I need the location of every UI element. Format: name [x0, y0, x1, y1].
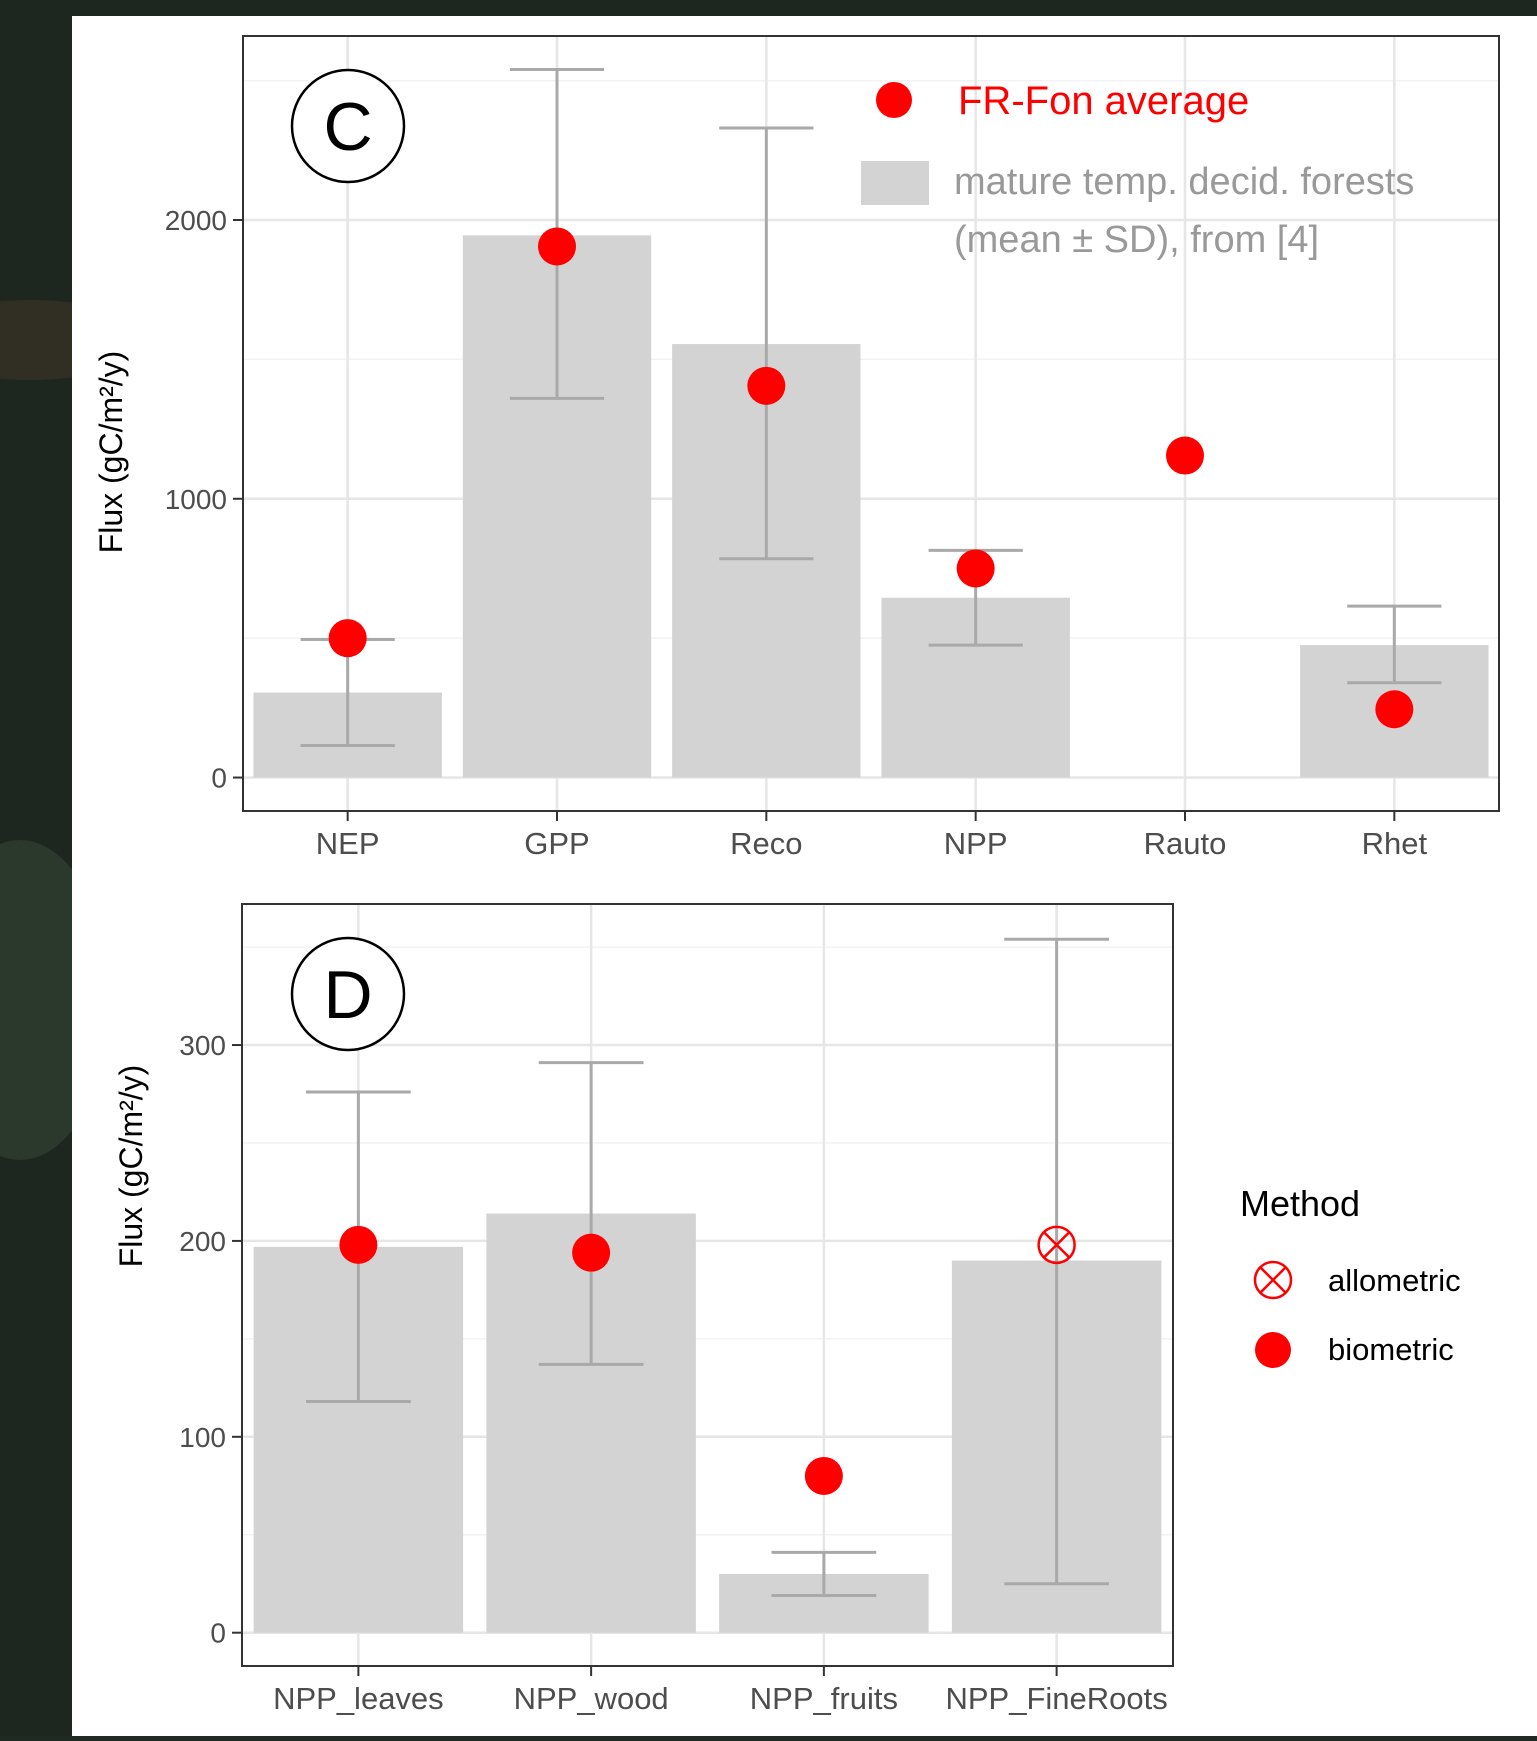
chart-panel-c: 0 1000 2000 NEP GPP Reco NPP Rauto Rhet Flux (gC…	[72, 16, 1537, 886]
legend-d: Method allometric biometric	[1240, 1183, 1461, 1368]
chart-d-svg: 0 100 200 300 NPP_leaves NPP_wood NPP_fruits NP…	[113, 903, 1461, 1716]
x-tick-label: NEP	[316, 826, 380, 861]
svg-text:D: D	[323, 957, 372, 1033]
y-axis-label: Flux (gC/m²/y)	[113, 1065, 149, 1268]
x-tick-label: Rhet	[1362, 826, 1428, 861]
legend-c: FR-Fon average mature temp. decid. fores…	[861, 79, 1414, 261]
y-tick-label: 300	[179, 1030, 226, 1061]
x-tick-label: NPP_FineRoots	[945, 1681, 1167, 1716]
y-tick-label: 1000	[165, 484, 227, 515]
point-npp	[956, 549, 995, 588]
legend-title-method: Method	[1240, 1183, 1360, 1224]
chart-c-svg: 0 1000 2000 NEP GPP Reco NPP Rauto Rhet Flux (gC…	[93, 35, 1500, 861]
circle-x-stroke	[1043, 1231, 1071, 1259]
plot-frame	[242, 35, 1500, 812]
legend-label-mature-forests: mature temp. decid. forests	[954, 161, 1414, 203]
point-rhet	[1375, 690, 1414, 729]
point-reco	[747, 366, 786, 405]
y-tick-label: 0	[211, 763, 227, 794]
circle-x-ring	[1253, 1260, 1293, 1300]
y-tick-label: 0	[210, 1618, 226, 1649]
plot-frame	[241, 903, 1174, 1667]
x-tick-label: NPP_fruits	[750, 1681, 898, 1716]
legend-allometric-icon	[1253, 1260, 1293, 1300]
chart-panel-d: 0 100 200 300 NPP_leaves NPP_wood NPP_fruits NP…	[72, 886, 1537, 1736]
legend-label-biometric: biometric	[1328, 1332, 1454, 1367]
point-npp-wood	[572, 1233, 611, 1272]
errorbar-npp-wood	[538, 1061, 644, 1366]
errorbar-npp-fruits	[771, 1550, 877, 1597]
legend-biometric-swatch	[1255, 1332, 1291, 1368]
errorbar-rhet	[1347, 604, 1442, 685]
point-npp-fruits	[804, 1456, 843, 1495]
y-tick-label: 100	[179, 1422, 226, 1453]
errorbar-npp-fineroots	[1004, 937, 1109, 1586]
x-tick-label: Rauto	[1144, 826, 1227, 861]
point-allometric-npp-fineroots	[1037, 1225, 1076, 1265]
legend-label-fr-fon: FR-Fon average	[958, 79, 1249, 123]
point-gpp	[538, 227, 576, 266]
x-tick-label: NPP_leaves	[273, 1681, 444, 1716]
y-tick-label: 200	[179, 1226, 226, 1257]
panel-label-c: C	[290, 68, 406, 184]
legend-point-swatch	[876, 82, 912, 118]
y-tick-label: 2000	[165, 205, 227, 236]
point-rauto	[1166, 436, 1204, 475]
point-npp-leaves	[339, 1225, 378, 1264]
legend-label-allometric: allometric	[1328, 1263, 1461, 1298]
circle-x-ring	[1037, 1225, 1076, 1265]
y-axis-label: Flux (gC/m²/y)	[93, 351, 129, 554]
svg-text:C: C	[323, 89, 372, 165]
x-tick-label: GPP	[524, 826, 589, 861]
panel-label-d: D	[290, 936, 406, 1052]
x-tick-label: Reco	[730, 826, 802, 861]
point-nep	[328, 619, 367, 658]
legend-label-mature-forests-source: (mean ± SD), from [4]	[954, 219, 1319, 261]
x-tick-label: NPP_wood	[514, 1681, 669, 1716]
errorbar-reco	[719, 126, 814, 561]
circle-x-stroke	[1259, 1266, 1287, 1294]
x-tick-label: NPP	[944, 826, 1008, 861]
legend-bar-swatch	[861, 161, 929, 205]
